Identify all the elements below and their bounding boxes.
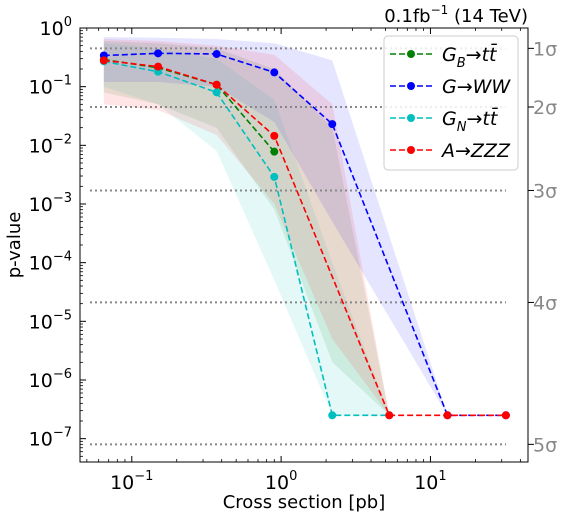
y-tick-label-7: 10−7 [29, 426, 72, 451]
legend-marker-0 [407, 50, 415, 58]
series-line-2 [103, 60, 390, 417]
chart-title-main: 0.1fb [384, 6, 430, 27]
series-1-point-3 [270, 68, 279, 77]
series-2-point-3 [270, 172, 279, 181]
uncertainty-bands [103, 37, 448, 416]
band-0 [103, 41, 390, 416]
series-1-point-1 [154, 49, 163, 58]
x-tick-label-0: 10−1 [110, 469, 153, 494]
series-2-point-2 [212, 88, 221, 97]
sigma-label-1: 2σ [533, 97, 557, 119]
band-1 [103, 37, 448, 416]
y-tick-label-5: 10−5 [29, 308, 72, 333]
legend-label-0: GB→tt̄ [442, 42, 498, 71]
y-axis-label: p-value [4, 212, 25, 279]
legend-marker-2 [407, 114, 415, 122]
legend-label-3: A→ZZZ [440, 140, 511, 162]
series-3-point-2 [212, 80, 221, 89]
sigma-label-4: 5σ [533, 434, 557, 456]
data-series [99, 49, 510, 420]
x-axis-label: Cross section [pb] [223, 492, 386, 513]
series-2-point-4 [328, 411, 337, 420]
x-tick-label-1: 100 [265, 469, 297, 494]
chart-title-suffix: (14 TeV) [448, 6, 528, 27]
sigma-label-3: 4σ [533, 292, 557, 314]
sigma-label-0: 1σ [533, 38, 557, 60]
y-tick-label-6: 10−6 [29, 367, 72, 392]
y-tick-label-2: 10−2 [29, 132, 72, 157]
series-3-point-3 [270, 131, 279, 140]
legend-marker-1 [407, 82, 415, 90]
series-3-point-6 [501, 411, 510, 420]
band-3 [103, 39, 390, 416]
series-1-point-2 [212, 50, 221, 59]
series-1-point-4 [328, 120, 337, 129]
series-0-point-3 [270, 147, 279, 156]
legend-label-2: GN→tt̄ [442, 106, 499, 135]
y-tick-label-0: 100 [40, 15, 72, 40]
legend-box [383, 35, 519, 171]
x-axis-ticks: 10−1 100 101 [86, 28, 521, 494]
series-3-point-1 [154, 62, 163, 71]
sigma-label-2: 3σ [533, 180, 557, 202]
y-axis-ticks: 100 10−1 10−2 10−3 10−4 10−5 10−6 10−7 [29, 15, 86, 463]
legend: GB→tt̄ G→WW GN→tt̄ A→ZZZ [383, 35, 519, 171]
chart-title: 0.1fb−1 (14 TeV) [384, 3, 528, 27]
series-3-point-0 [99, 56, 108, 65]
y-tick-label-4: 10−4 [29, 250, 72, 275]
series-3-point-5 [443, 411, 452, 420]
band-2 [103, 43, 390, 416]
significance-labels: 1σ 2σ 3σ 4σ 5σ [528, 38, 557, 456]
y-tick-label-1: 10−1 [29, 74, 72, 99]
chart-title-sup: −1 [431, 3, 449, 17]
legend-label-1: G→WW [442, 76, 511, 98]
y-tick-label-3: 10−3 [29, 191, 72, 216]
x-tick-label-2: 101 [414, 469, 446, 494]
series-3-point-4 [385, 411, 394, 420]
legend-marker-3 [407, 146, 415, 154]
